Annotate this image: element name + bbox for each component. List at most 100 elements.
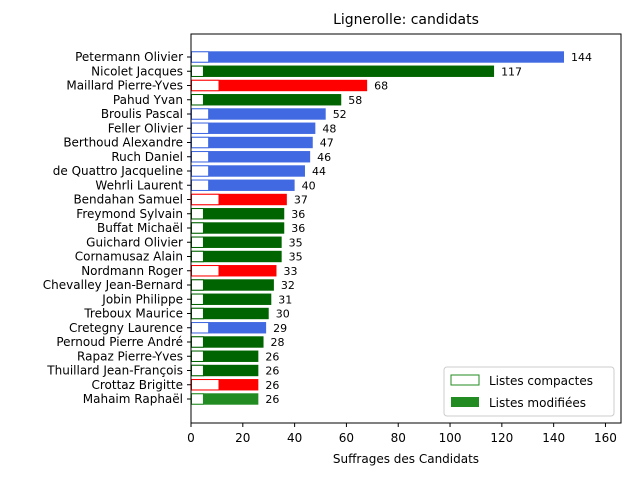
bar-total: [191, 236, 282, 248]
value-label: 47: [320, 137, 334, 150]
bar-total: [191, 350, 259, 362]
bar-compact: [191, 151, 210, 163]
bar-compact: [191, 250, 204, 263]
value-label: 144: [571, 51, 592, 64]
y-tick-label: Pernoud Pierre André: [56, 335, 183, 349]
x-tick-label: 0: [187, 431, 195, 445]
bar-compact: [191, 65, 204, 77]
bar-total: [191, 293, 272, 305]
bar-compact: [191, 222, 204, 234]
bar-total: [191, 336, 264, 348]
bar-total: [191, 193, 287, 206]
bar-total: [191, 222, 285, 234]
legend-label-modified: Listes modifiées: [489, 396, 586, 410]
y-tick-label: Treboux Maurice: [83, 307, 183, 321]
bar-compact: [191, 208, 204, 220]
value-label: 35: [289, 236, 303, 249]
legend-swatch-modified: [451, 397, 479, 407]
x-tick-label: 100: [439, 431, 462, 445]
value-label: 32: [281, 279, 295, 292]
y-tick-label: Nordmann Roger: [81, 264, 183, 278]
x-axis-title: Suffrages des Candidats: [333, 452, 479, 466]
x-tick-label: 20: [235, 431, 250, 445]
y-tick-label: Jobin Philippe: [101, 292, 183, 306]
value-label: 29: [273, 322, 287, 335]
y-tick-label: Mahaim Raphaël: [83, 392, 183, 406]
y-tick-label: Cornamusaz Alain: [75, 250, 183, 264]
bar-total: [191, 79, 368, 92]
y-tick-label: Crottaz Brigitte: [91, 378, 183, 392]
bar-compact: [191, 193, 220, 206]
bar-compact: [191, 79, 220, 92]
chart-title: Lignerolle: candidats: [333, 12, 479, 28]
bar-compact: [191, 94, 204, 106]
bar-total: [191, 322, 267, 334]
value-label: 40: [302, 179, 316, 192]
value-label: 36: [291, 208, 305, 221]
legend-swatch-compact: [450, 374, 480, 386]
y-tick-label: Pahud Yvan: [113, 93, 183, 107]
bar-total: [191, 279, 274, 291]
bars-layer: 1441176858524847464440373636353533323130…: [191, 51, 592, 406]
value-label: 48: [322, 122, 336, 135]
bar-compact: [191, 307, 204, 320]
value-label: 26: [265, 393, 279, 406]
y-tick-label: Wehrli Laurent: [95, 178, 183, 192]
value-label: 31: [278, 293, 292, 306]
value-label: 28: [271, 336, 285, 349]
y-tick-label: Guichard Olivier: [86, 235, 183, 249]
bar-total: [191, 364, 259, 377]
x-tick-label: 40: [287, 431, 302, 445]
x-tick-label: 60: [339, 431, 354, 445]
value-label: 58: [348, 94, 362, 107]
bar-total: [191, 250, 282, 263]
bar-compact: [191, 350, 204, 362]
bar-total: [191, 208, 285, 220]
legend: Listes compactes Listes modifiées: [443, 366, 615, 417]
y-tick-label: Cretegny Laurence: [69, 321, 183, 335]
bar-compact: [191, 393, 204, 405]
y-tick-label: Thuillard Jean-François: [46, 364, 183, 378]
bar-compact: [191, 136, 210, 149]
bar-total: [191, 165, 305, 177]
legend-label-compact: Listes compactes: [489, 374, 593, 388]
bar-total: [191, 136, 313, 149]
y-tick-label: Ruch Daniel: [111, 150, 183, 164]
bar-compact: [191, 51, 210, 63]
bar-total: [191, 265, 277, 277]
x-tick-label: 160: [594, 431, 617, 445]
y-tick-label: Rapaz Pierre-Yves: [77, 349, 183, 363]
bar-compact: [191, 236, 204, 248]
x-tick-label: 120: [490, 431, 513, 445]
bar-compact: [191, 279, 204, 291]
x-axis-ticks: 0 20 40 60 80 100 120 140 160: [187, 423, 617, 445]
bar-total: [191, 122, 316, 134]
value-label: 68: [374, 80, 388, 93]
bar-compact: [191, 108, 210, 120]
value-label: 37: [294, 194, 308, 207]
bar-compact: [191, 165, 210, 177]
bar-total: [191, 108, 326, 120]
bar-total: [191, 151, 311, 163]
y-tick-label: Buffat Michaël: [97, 221, 183, 235]
bar-total: [191, 94, 342, 106]
bar-compact: [191, 336, 204, 348]
y-tick-label: Freymond Sylvain: [76, 207, 183, 221]
value-label: 35: [289, 251, 303, 264]
value-label: 44: [312, 165, 326, 178]
y-tick-label: Feller Olivier: [108, 121, 183, 135]
value-label: 26: [265, 365, 279, 378]
value-label: 26: [265, 379, 279, 392]
value-label: 30: [276, 308, 290, 321]
x-tick-label: 80: [391, 431, 406, 445]
bar-total: [191, 393, 259, 405]
y-tick-label: Nicolet Jacques: [91, 64, 183, 78]
bar-compact: [191, 179, 210, 191]
bar-compact: [191, 322, 210, 334]
bar-compact: [191, 122, 210, 134]
bar-total: [191, 179, 295, 191]
bar-total: [191, 379, 259, 391]
y-tick-label: Maillard Pierre-Yves: [66, 79, 183, 93]
bar-compact: [191, 379, 220, 391]
